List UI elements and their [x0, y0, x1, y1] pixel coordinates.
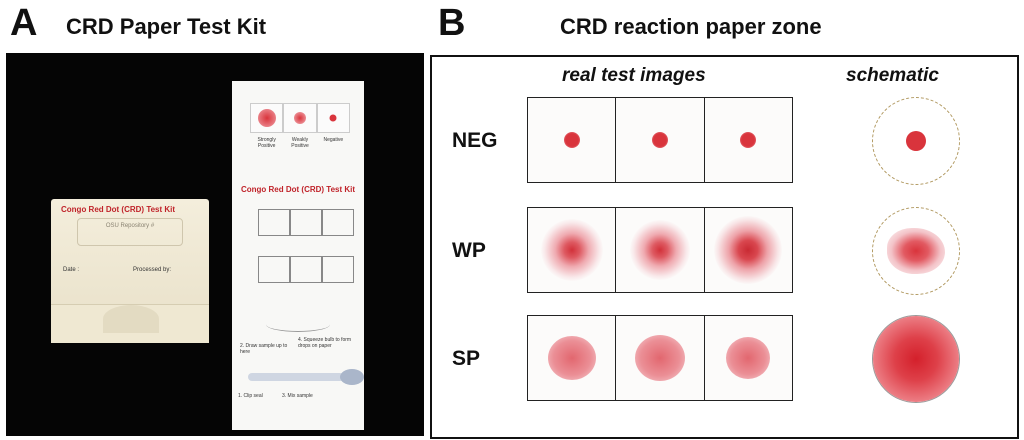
instruction-step-1: 1. Clip seal: [238, 393, 263, 399]
box-title: Congo Red Dot (CRD) Test Kit: [61, 205, 176, 214]
reaction-zone-frame: real test images schematic NEG WP SP: [430, 55, 1019, 439]
ref-label: Weakly Positive: [291, 137, 309, 149]
neg-image: [616, 98, 705, 182]
row-label-wp: WP: [452, 239, 486, 262]
box-date-label: Date :: [63, 267, 80, 273]
dropper-bulb: [340, 369, 364, 385]
wp-real-images: [527, 207, 793, 293]
real-images-header: real test images: [562, 65, 706, 86]
sp-image: [528, 316, 617, 400]
ref-label: Strongly Positive: [257, 137, 276, 149]
box-flap: [51, 304, 209, 343]
panel-a-title: CRD Paper Test Kit: [66, 14, 267, 39]
box-notch: [103, 305, 159, 333]
sp-image: [616, 316, 705, 400]
dropper-tube: [248, 373, 344, 381]
sp-real-images: [527, 315, 793, 401]
neg-schematic: [872, 97, 960, 185]
strip-arc: [266, 317, 330, 332]
neg-image: [704, 98, 792, 182]
sp-schematic: [872, 315, 960, 403]
neg-image: [528, 98, 617, 182]
kit-box: Congo Red Dot (CRD) Test Kit OSU Reposit…: [51, 199, 209, 343]
instruction-step-4: 4. Squeeze bulb to form drops on paper: [298, 337, 352, 349]
reference-chart: [250, 103, 350, 133]
panel-a-letter: A: [10, 2, 38, 44]
sp-image: [704, 316, 792, 400]
box-label: OSU Repository #: [77, 218, 183, 246]
panel-b-title: CRD reaction paper zone: [560, 14, 822, 39]
instruction-step-3: 3. Mix sample: [282, 393, 313, 399]
schematic-header: schematic: [846, 65, 939, 86]
strip-grid-row: [258, 209, 354, 236]
neg-real-images: [527, 97, 793, 183]
ref-weak: [283, 103, 317, 133]
wp-image: [704, 208, 792, 292]
box-processed-label: Processed by:: [133, 267, 172, 273]
test-strip: Strongly Positive Weakly Positive Negati…: [232, 81, 364, 430]
strip-title: Congo Red Dot (CRD) Test Kit: [240, 185, 356, 194]
ref-negative: [316, 103, 350, 133]
instruction-step-2: 2. Draw sample up to here: [240, 343, 288, 355]
row-label-sp: SP: [452, 347, 481, 370]
ref-label: Negative: [323, 137, 344, 143]
wp-image: [528, 208, 617, 292]
ref-strong: [250, 103, 284, 133]
wp-image: [616, 208, 705, 292]
strip-grid-row: [258, 256, 354, 283]
wp-schematic: [872, 207, 960, 295]
panel-b-letter: B: [438, 2, 466, 44]
row-label-neg: NEG: [452, 129, 498, 152]
ref-labels: Strongly Positive Weakly Positive Negati…: [250, 137, 350, 149]
kit-photo: Congo Red Dot (CRD) Test Kit OSU Reposit…: [6, 53, 424, 436]
